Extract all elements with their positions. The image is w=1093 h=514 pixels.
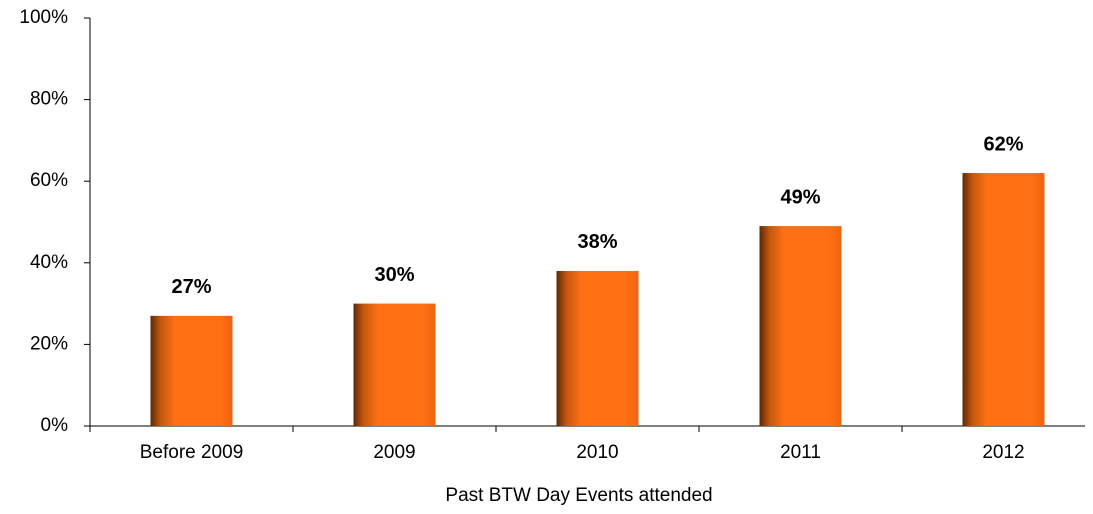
- x-tick-label: Before 2009: [140, 442, 244, 463]
- value-label: 49%: [780, 186, 820, 208]
- y-tick-label: 40%: [30, 252, 68, 273]
- bar: [353, 303, 436, 426]
- value-label: 30%: [374, 264, 414, 286]
- value-label: 62%: [983, 133, 1023, 155]
- y-tick-label: 0%: [41, 415, 69, 436]
- y-tick-label: 20%: [30, 333, 68, 354]
- bar: [962, 173, 1045, 426]
- y-tick-label: 100%: [19, 7, 68, 28]
- value-label: 38%: [577, 231, 617, 253]
- x-tick-label: 2012: [982, 442, 1024, 463]
- y-tick-label: 80%: [30, 89, 68, 110]
- x-axis-label: Past BTW Day Events attended: [445, 485, 712, 506]
- y-tick-label: 60%: [30, 170, 68, 191]
- bar: [556, 270, 639, 426]
- value-label: 27%: [171, 276, 211, 298]
- bar: [759, 226, 842, 426]
- bar: [150, 315, 233, 426]
- x-tick-label: 2011: [780, 442, 821, 463]
- x-tick-label: 2009: [373, 442, 415, 463]
- x-tick-label: 2010: [576, 442, 618, 463]
